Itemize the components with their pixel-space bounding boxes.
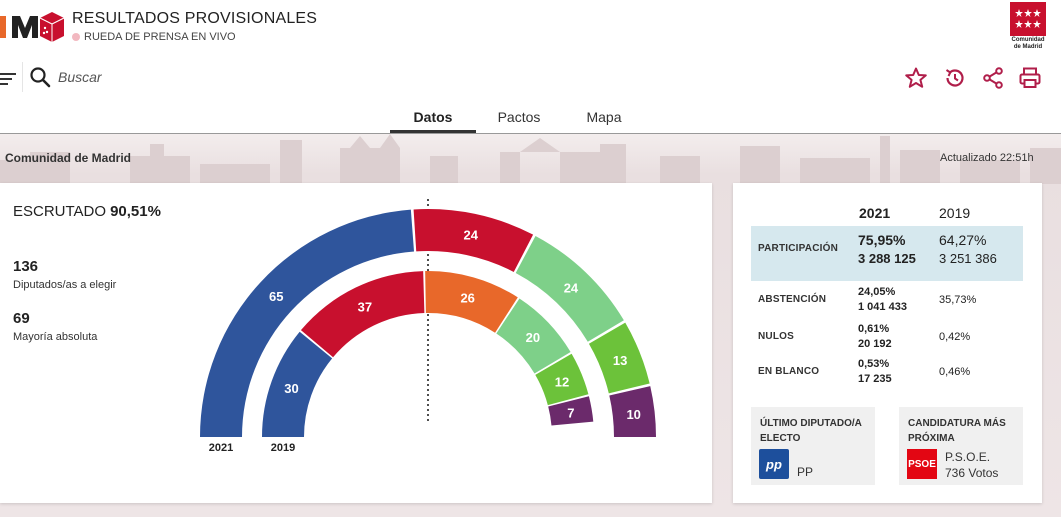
live-dot-icon [72,33,80,41]
history-icon[interactable] [943,66,967,90]
seat-segment-2019-3[interactable] [496,298,571,374]
null-votes-label: NULOS [758,331,794,342]
app-header: RESULTADOS PROVISIONALES RUEDA DE PRENSA… [0,0,1061,56]
blank-votes-label: EN BLANCO [758,366,820,377]
abstention-pct-2019: 35,73% [939,294,977,306]
blank-votes-abs-2021: 17 235 [858,373,892,385]
seat-segment-2019-4[interactable] [535,353,589,406]
seats-total-label: Diputados/as a elegir [13,279,117,291]
tab-bar: Datos Pactos Mapa [0,100,1061,134]
null-votes-abs-2021: 20 192 [858,338,892,350]
seat-segment-2021-1[interactable] [413,209,534,272]
search-icon[interactable] [29,66,51,88]
seat-label-2019-1: 37 [358,299,372,314]
ring-year-label-2021: 2021 [209,442,233,454]
star-icon[interactable] [904,66,928,90]
scrutiny-status: ESCRUTADO 90,51% [13,203,161,220]
participation-label: PARTICIPACIÓN [758,243,839,254]
participation-row [751,226,1023,281]
seat-label-2019-0: 30 [284,381,298,396]
abstention-label: ABSTENCIÓN [758,294,827,305]
participation-abs-2019: 3 251 386 [939,251,997,266]
seat-label-2019-5: 7 [567,405,574,420]
pp-logo-icon: pp [759,449,789,479]
abstention-abs-2021: 1 041 433 [858,301,907,313]
parliament-chart: 65 24 24 13 10 30 37 26 20 12 7 2021 2019 [200,199,656,454]
next-candidate-votes: 736 Votos [945,466,999,480]
scrutiny-value: 90,51% [110,203,161,220]
toolbar [0,56,1061,100]
madrid-skyline-icon [0,134,1061,184]
blank-votes-pct-2021: 0,53% [858,358,890,370]
column-2019: 2019 [939,205,971,221]
print-icon[interactable] [1018,66,1042,90]
results-panel: ESCRUTADO 90,51% 136 Diputados/as a elegi… [0,183,712,503]
tab-datos[interactable]: Datos [413,109,453,125]
null-votes-pct-2021: 0,61% [858,323,890,335]
turnout-panel: 2021 2019 PARTICIPACIÓN 75,95% 3 288 125… [733,183,1042,503]
last-elected-title: ÚLTIMO DIPUTADO/A ELECTO [760,418,862,444]
participation-abs-2021: 3 288 125 [858,251,916,266]
ballot-box-logo-icon[interactable] [0,8,66,44]
seat-segment-2019-5[interactable] [548,396,594,426]
seat-segment-2019-1[interactable] [300,271,425,358]
region-flag-icon [1010,2,1046,36]
seat-label-2021-2: 24 [564,280,579,295]
toolbar-separator [22,62,23,92]
last-updated: Actualizado 22:51h [940,152,1034,164]
participation-pct-2019: 64,27% [939,232,987,248]
tab-pactos[interactable]: Pactos [497,109,541,125]
next-candidate-card[interactable]: CANDIDATURA MÁS PRÓXIMA PSOE P.S.O.E. 73… [899,407,1023,485]
majority-label: Mayoría absoluta [13,331,98,343]
live-status[interactable]: RUEDA DE PRENSA EN VIVO [72,31,236,43]
participation-pct-2021: 75,95% [858,232,906,248]
seat-segment-2021-0[interactable] [200,209,415,437]
active-tab-indicator [390,130,476,133]
seat-label-2021-3: 13 [613,353,627,368]
seat-segment-2021-2[interactable] [515,235,624,342]
live-status-label: RUEDA DE PRENSA EN VIVO [84,31,236,43]
seat-label-2021-0: 65 [269,289,283,304]
seat-segment-2021-3[interactable] [588,322,650,394]
seat-segment-2021-4[interactable] [609,386,656,437]
majority-seats: 69 [13,310,30,327]
region-logo-text: Comunidad de Madrid [1011,37,1045,50]
search-input[interactable] [58,66,358,88]
region-name: Comunidad de Madrid [5,151,131,165]
tab-mapa[interactable]: Mapa [586,109,622,125]
comunidad-madrid-logo[interactable]: Comunidad de Madrid [1009,2,1047,52]
last-elected-party: PP [797,465,814,479]
page-title: RESULTADOS PROVISIONALES [72,10,318,27]
column-2021: 2021 [859,205,891,221]
ring-year-label-2019: 2019 [271,442,295,454]
next-candidate-party: P.S.O.E. [945,450,991,464]
abstention-pct-2021: 24,05% [858,286,896,298]
seat-label-2021-4: 10 [626,407,640,422]
psoe-logo-icon: PSOE [907,449,937,479]
blank-votes-pct-2019: 0,46% [939,366,971,378]
seat-label-2019-4: 12 [555,375,569,390]
next-candidate-title: CANDIDATURA MÁS PRÓXIMA [908,418,1006,444]
filter-icon[interactable] [0,70,16,86]
seat-label-2021-1: 24 [463,227,478,242]
seats-total: 136 [13,258,39,275]
null-votes-pct-2019: 0,42% [939,331,971,343]
seat-label-2019-2: 26 [460,291,474,306]
seat-segment-2019-0[interactable] [262,331,333,437]
seat-label-2019-3: 20 [526,330,540,345]
share-icon[interactable] [981,66,1005,90]
last-elected-card[interactable]: ÚLTIMO DIPUTADO/A ELECTO pp PP [751,407,875,485]
scrutiny-label: ESCRUTADO [13,203,107,220]
seat-segment-2019-2[interactable] [425,271,518,333]
